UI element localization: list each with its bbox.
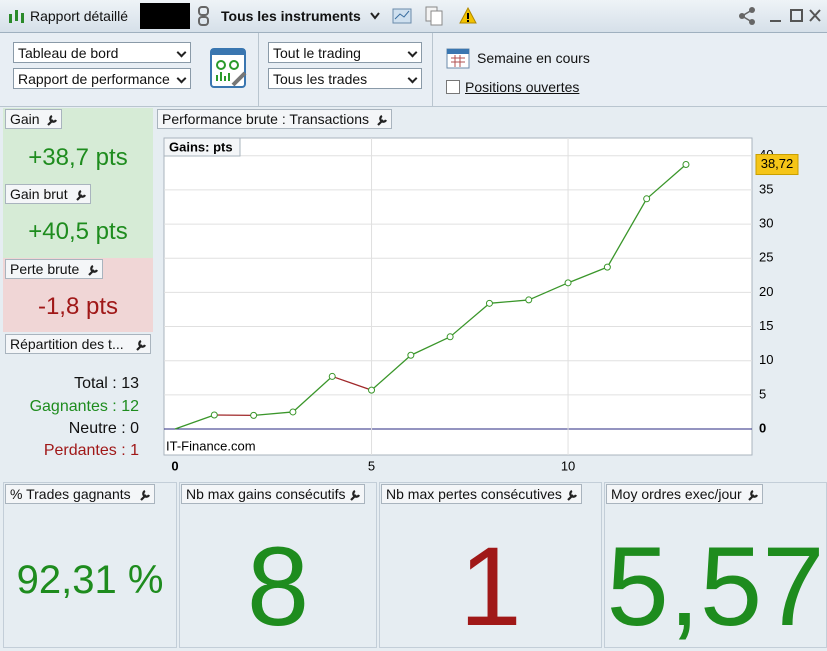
wrench-shape — [568, 491, 576, 500]
kpi-value: 1 — [379, 522, 602, 651]
kpi-value: 92,31 % — [3, 558, 177, 603]
point — [683, 162, 689, 168]
point — [211, 412, 217, 418]
wrench-icon — [747, 489, 759, 501]
wrench-icon — [566, 489, 578, 501]
point — [329, 373, 335, 379]
watermark: IT-Finance.com — [166, 438, 256, 453]
point — [565, 280, 571, 286]
point — [526, 297, 532, 303]
y-tick-label: 10 — [759, 352, 773, 367]
value-label: 38,72 — [761, 156, 794, 171]
point — [408, 352, 414, 358]
label: Moy ordres exec/jour — [611, 486, 742, 502]
point — [251, 412, 257, 418]
y-tick-label: 5 — [759, 386, 766, 401]
plot-area — [164, 138, 752, 455]
y-tick-label: 25 — [759, 250, 773, 265]
kpi-tab[interactable]: % Trades gagnants — [5, 484, 155, 504]
wrench[interactable] — [747, 488, 759, 505]
label: % Trades gagnants — [10, 486, 131, 502]
point — [290, 409, 296, 415]
y-tick-label: 30 — [759, 216, 773, 231]
point — [644, 196, 650, 202]
kpi-tab[interactable]: Moy ordres exec/jour — [606, 484, 763, 504]
wrench-shape — [749, 491, 757, 500]
wrench-icon — [139, 489, 151, 501]
wrench[interactable] — [349, 488, 361, 505]
wrench-shape — [351, 491, 359, 500]
x-tick-label: 10 — [561, 458, 575, 473]
label: Nb max gains consécutifs — [186, 486, 346, 502]
point — [447, 334, 453, 340]
wrench[interactable] — [566, 488, 578, 505]
x-tick-label: 0 — [171, 458, 178, 473]
point — [369, 387, 375, 393]
y-tick-label: 20 — [759, 284, 773, 299]
kpi-value: 5,57 — [604, 522, 827, 651]
point — [486, 300, 492, 306]
label: Nb max pertes consécutives — [386, 486, 562, 502]
wrench-icon — [349, 489, 361, 501]
y-tick-label: 0 — [759, 420, 766, 435]
wrench[interactable] — [139, 488, 151, 505]
x-tick-label: 5 — [368, 458, 375, 473]
kpi-tab[interactable]: Nb max gains consécutifs — [181, 484, 365, 504]
y-axis-label: Gains: pts — [169, 139, 233, 154]
kpi-tab[interactable]: Nb max pertes consécutives — [381, 484, 582, 504]
y-tick-label: 15 — [759, 318, 773, 333]
wrench-shape — [141, 491, 149, 500]
kpi-value: 8 — [179, 522, 377, 651]
point — [604, 264, 610, 270]
y-tick-label: 35 — [759, 181, 773, 196]
